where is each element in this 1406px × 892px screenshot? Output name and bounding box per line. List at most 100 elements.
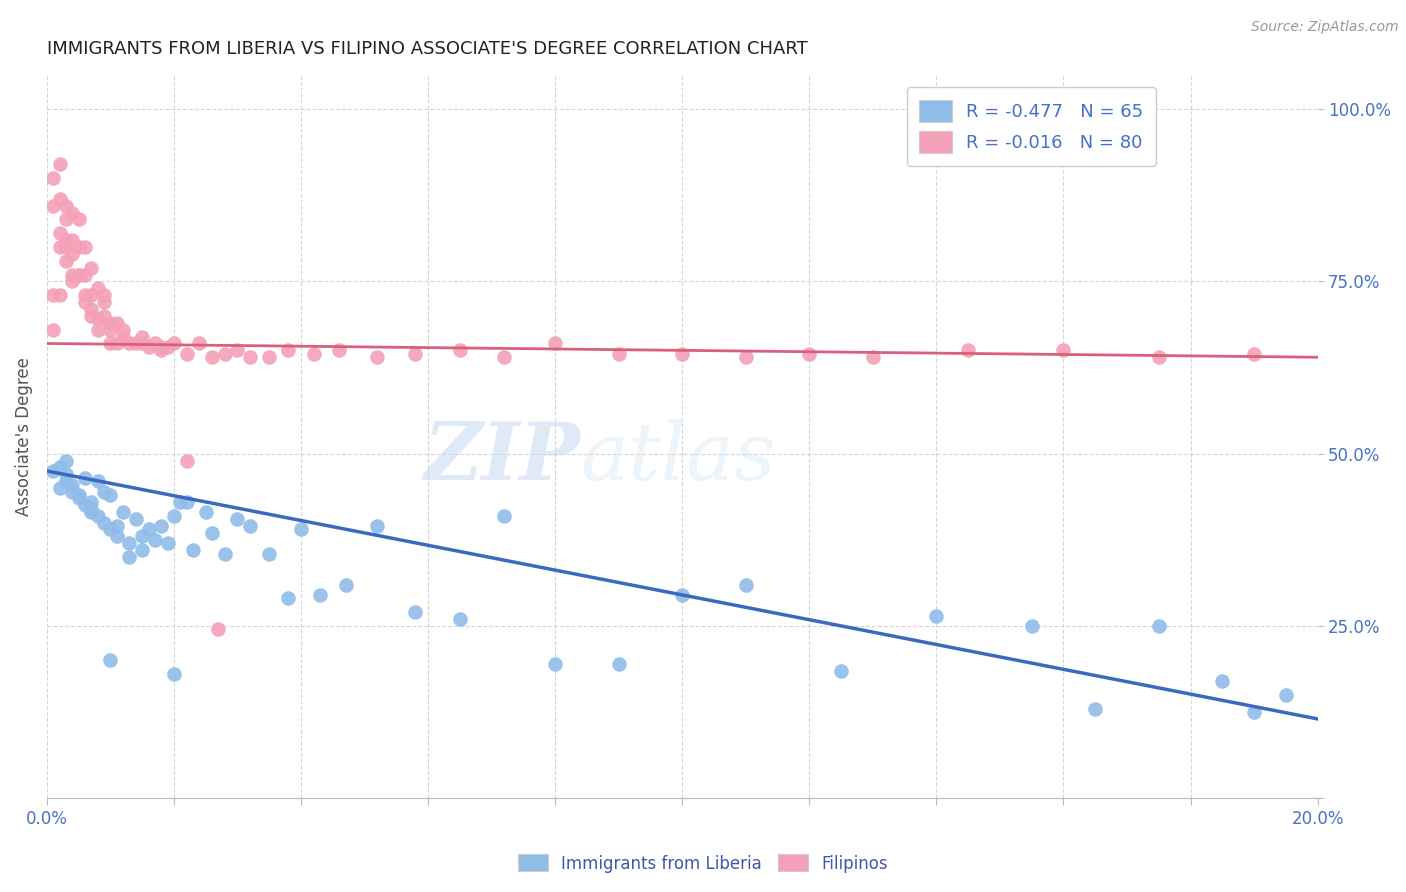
Point xyxy=(194,505,217,519)
Point xyxy=(1211,673,1233,688)
Point xyxy=(55,453,77,467)
Point xyxy=(309,588,332,602)
Point xyxy=(143,533,166,547)
Point xyxy=(118,549,141,564)
Point xyxy=(105,519,128,533)
Point xyxy=(1147,351,1170,365)
Point xyxy=(607,347,630,361)
Point xyxy=(100,316,122,330)
Point xyxy=(118,336,141,351)
Point xyxy=(48,192,70,206)
Point xyxy=(67,488,90,502)
Point xyxy=(80,505,103,519)
Point xyxy=(671,347,693,361)
Point xyxy=(156,536,179,550)
Point xyxy=(181,543,204,558)
Point xyxy=(48,288,70,302)
Point xyxy=(112,329,135,343)
Point xyxy=(80,301,103,316)
Point xyxy=(830,664,852,678)
Point xyxy=(150,343,173,358)
Point xyxy=(163,508,186,523)
Point xyxy=(201,351,224,365)
Point xyxy=(302,347,325,361)
Point xyxy=(93,484,115,499)
Point xyxy=(73,288,96,302)
Point xyxy=(112,505,135,519)
Point xyxy=(366,519,388,533)
Point xyxy=(60,477,83,491)
Point xyxy=(86,508,108,523)
Point xyxy=(138,340,160,354)
Point xyxy=(150,340,173,354)
Point xyxy=(259,547,281,561)
Point xyxy=(169,495,191,509)
Point xyxy=(1275,688,1298,702)
Point xyxy=(86,475,108,489)
Point xyxy=(188,336,211,351)
Point xyxy=(100,336,122,351)
Text: IMMIGRANTS FROM LIBERIA VS FILIPINO ASSOCIATE'S DEGREE CORRELATION CHART: IMMIGRANTS FROM LIBERIA VS FILIPINO ASSO… xyxy=(46,40,807,58)
Point xyxy=(80,288,103,302)
Point xyxy=(277,343,299,358)
Point xyxy=(156,340,179,354)
Point xyxy=(60,233,83,247)
Point xyxy=(671,588,693,602)
Point xyxy=(67,212,90,227)
Point xyxy=(131,543,153,558)
Point xyxy=(734,351,756,365)
Point xyxy=(143,336,166,351)
Point xyxy=(226,343,249,358)
Point xyxy=(125,512,148,526)
Point xyxy=(55,253,77,268)
Point xyxy=(201,525,224,540)
Point xyxy=(93,309,115,323)
Point xyxy=(86,323,108,337)
Point xyxy=(42,199,65,213)
Point xyxy=(42,288,65,302)
Point xyxy=(163,336,186,351)
Point xyxy=(55,467,77,482)
Point xyxy=(335,577,357,591)
Point xyxy=(544,336,567,351)
Point xyxy=(80,501,103,516)
Point xyxy=(1084,701,1107,715)
Legend: Immigrants from Liberia, Filipinos: Immigrants from Liberia, Filipinos xyxy=(510,847,896,880)
Point xyxy=(42,464,65,478)
Text: Source: ZipAtlas.com: Source: ZipAtlas.com xyxy=(1251,20,1399,34)
Point xyxy=(60,205,83,219)
Point xyxy=(60,275,83,289)
Point xyxy=(100,653,122,667)
Point xyxy=(73,240,96,254)
Point xyxy=(1021,619,1043,633)
Point xyxy=(328,343,350,358)
Point xyxy=(176,347,198,361)
Point xyxy=(131,336,153,351)
Point xyxy=(290,523,312,537)
Point xyxy=(131,529,153,543)
Point xyxy=(925,608,948,623)
Point xyxy=(125,336,148,351)
Point xyxy=(48,240,70,254)
Point xyxy=(607,657,630,671)
Legend: R = -0.477   N = 65, R = -0.016   N = 80: R = -0.477 N = 65, R = -0.016 N = 80 xyxy=(907,87,1156,166)
Point xyxy=(449,343,471,358)
Point xyxy=(80,309,103,323)
Point xyxy=(131,329,153,343)
Point xyxy=(544,657,567,671)
Point xyxy=(48,226,70,240)
Text: ZIP: ZIP xyxy=(423,419,581,497)
Point xyxy=(67,240,90,254)
Point xyxy=(100,323,122,337)
Point xyxy=(67,491,90,506)
Point xyxy=(176,495,198,509)
Point xyxy=(67,268,90,282)
Point xyxy=(494,351,516,365)
Point xyxy=(48,460,70,475)
Point xyxy=(42,171,65,186)
Point xyxy=(1243,705,1265,719)
Point xyxy=(80,495,103,509)
Point xyxy=(494,508,516,523)
Text: atlas: atlas xyxy=(581,419,776,497)
Point xyxy=(1243,347,1265,361)
